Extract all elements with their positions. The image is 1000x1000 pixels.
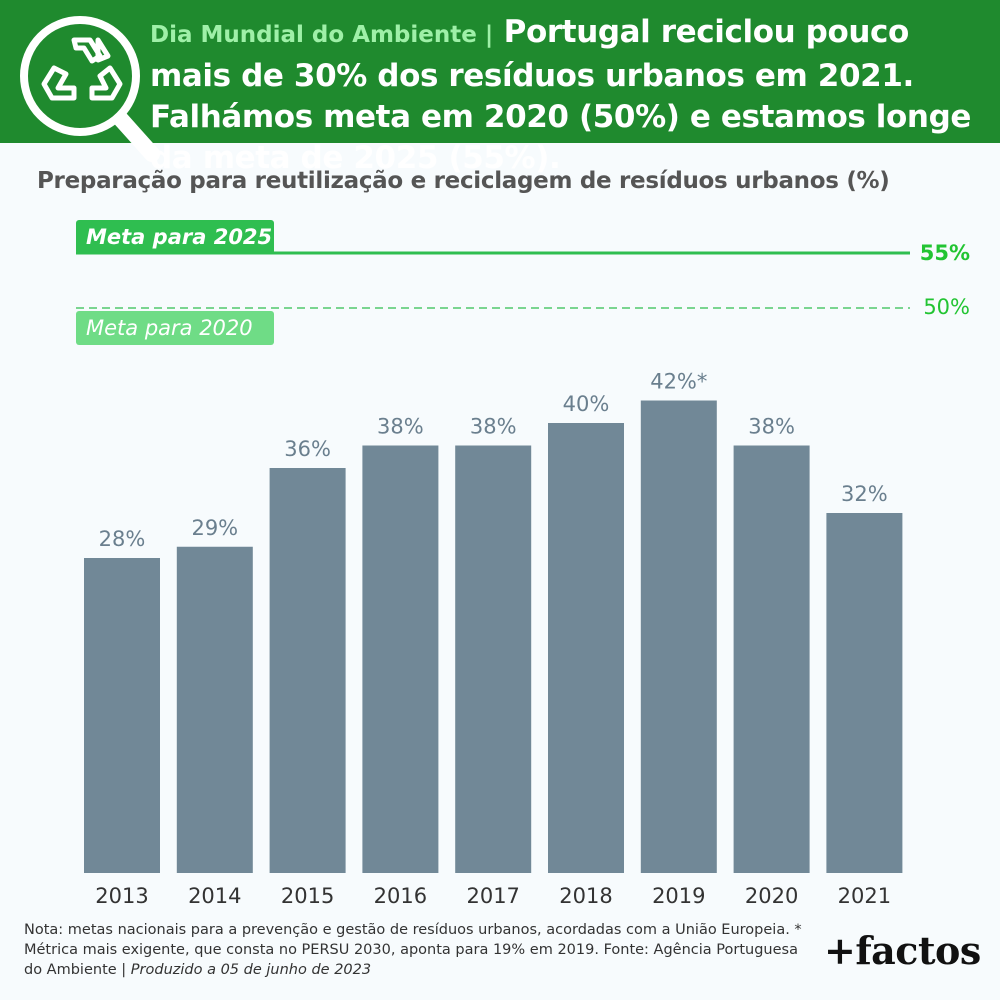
data-label-2018: 40%	[563, 392, 610, 416]
footnote: Nota: metas nacionais para a prevenção e…	[24, 920, 814, 980]
produced-date: Produzido a 05 de junho de 2023	[130, 962, 372, 978]
bar-2021	[826, 513, 903, 873]
bar-2018	[548, 423, 624, 873]
x-tick-2015: 2015	[281, 884, 334, 908]
data-label-2014: 29%	[191, 516, 238, 540]
bar-2019	[640, 400, 717, 873]
bar-2016	[362, 445, 439, 873]
target-2020-label: Meta para 2020	[76, 311, 274, 345]
data-label-2020: 38%	[748, 415, 795, 439]
recycle-magnifier-icon	[20, 16, 160, 162]
x-tick-2016: 2016	[374, 884, 427, 908]
x-tick-2020: 2020	[745, 884, 798, 908]
chart-title: Preparação para reutilização e reciclage…	[37, 168, 890, 194]
x-tick-2014: 2014	[188, 884, 241, 908]
data-label-2019: 42%*	[650, 370, 707, 394]
target-2025-value: 55%	[919, 241, 970, 265]
footnote-text: Nota: metas nacionais para a prevenção e…	[24, 922, 802, 978]
bar-2015	[269, 468, 346, 873]
headline: Dia Mundial do Ambiente | Portugal recic…	[150, 12, 992, 179]
header-banner	[0, 0, 1000, 143]
bar-2017	[455, 445, 532, 873]
data-label-2013: 28%	[99, 527, 146, 551]
data-label-2016: 38%	[377, 415, 424, 439]
bar-2014	[176, 546, 253, 873]
target-2020-value: 50%	[923, 295, 970, 319]
x-tick-2013: 2013	[95, 884, 148, 908]
bar-2020	[733, 445, 810, 873]
x-tick-2017: 2017	[466, 884, 519, 908]
x-tick-2021: 2021	[838, 884, 891, 908]
data-label-2017: 38%	[470, 415, 517, 439]
x-tick-2018: 2018	[559, 884, 612, 908]
headline-kicker: Dia Mundial do Ambiente |	[150, 22, 494, 48]
target-2025-label: Meta para 2025	[76, 220, 274, 254]
headline-text: Portugal reciclou pouco mais de 30% dos …	[150, 14, 971, 176]
data-label-2021: 32%	[841, 482, 888, 506]
x-tick-2019: 2019	[652, 884, 705, 908]
bar-2013	[84, 558, 160, 873]
data-label-2015: 36%	[284, 437, 331, 461]
brand-logo: +factos	[824, 928, 981, 973]
